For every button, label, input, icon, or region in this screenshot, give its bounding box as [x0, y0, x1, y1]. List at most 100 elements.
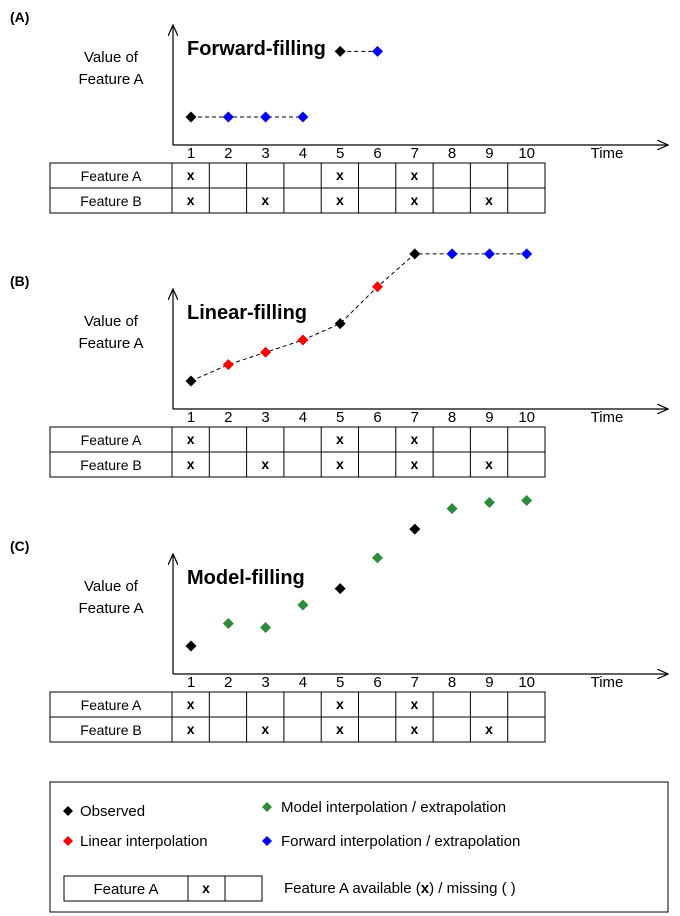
feature-row-label: Feature B [80, 722, 141, 738]
point-linear-t3 [260, 346, 272, 358]
availability-mark: x [187, 431, 195, 447]
point-model-t8 [446, 503, 458, 515]
point-observed-t1 [185, 111, 197, 123]
legend-sample-row [63, 875, 263, 902]
panel-title: Model-filling [187, 567, 305, 589]
panel-b: (B) Value of Feature A Linear-filling 1 2 3 4 5 6… [10, 248, 668, 478]
legend-box [49, 781, 669, 913]
panel-c: (C) Value of Feature A Model-filling 1 2 3 4 5 6 7… [10, 494, 668, 743]
availability-mark: x [187, 696, 195, 712]
availability-mark: x [261, 721, 269, 737]
time-tick: 6 [373, 145, 381, 162]
y-axis-label-line2: Feature A [78, 335, 143, 352]
time-tick: 4 [299, 145, 307, 162]
legend-model-label: Model interpolation / extrapolation [281, 799, 506, 816]
availability-mark: x [485, 721, 493, 737]
point-observed-t1 [185, 640, 197, 652]
point-model-t3 [260, 622, 272, 634]
time-tick: 2 [224, 674, 232, 691]
availability-mark: x [411, 456, 419, 472]
panel-letter: (C) [10, 538, 29, 554]
legend-observed-label: Observed [80, 803, 145, 820]
availability-mark: x [336, 431, 344, 447]
time-tick: 4 [299, 409, 307, 426]
availability-mark: x [411, 167, 419, 183]
time-axis-label: Time [591, 145, 624, 162]
legend-sample-label: Feature A [93, 881, 158, 898]
legend-linear-marker [63, 836, 73, 846]
legend-avail-prefix: Feature A available ( [284, 880, 421, 897]
point-forward-t3 [260, 111, 272, 123]
time-tick: 2 [224, 409, 232, 426]
time-tick: 9 [485, 409, 493, 426]
availability-mark: x [411, 192, 419, 208]
panel-letter: (A) [10, 9, 29, 25]
availability-mark: x [336, 192, 344, 208]
point-observed-t5 [334, 583, 346, 595]
point-model-t6 [372, 552, 383, 564]
time-tick: 2 [224, 145, 232, 162]
time-tick: 3 [261, 674, 269, 691]
time-tick: 6 [373, 674, 381, 691]
time-axis-label: Time [591, 409, 624, 426]
availability-mark: x [485, 192, 493, 208]
time-tick: 10 [518, 674, 535, 691]
availability-mark: x [187, 721, 195, 737]
time-tick: 8 [448, 409, 456, 426]
point-observed-t7 [409, 248, 421, 260]
point-observed-t7 [409, 523, 421, 535]
point-forward-t9 [483, 248, 495, 260]
legend-model-marker [262, 802, 272, 812]
time-tick: 1 [187, 145, 195, 162]
availability-mark: x [336, 696, 344, 712]
legend-linear-label: Linear interpolation [80, 833, 208, 850]
time-tick: 6 [373, 409, 381, 426]
panel-a: (A) Value of Feature A Forward-filling 1 2 3 4 5… [10, 9, 668, 214]
feature-row-label: Feature A [81, 432, 142, 448]
feature-row-label: Feature B [80, 457, 141, 473]
dashed-connector [190, 253, 527, 382]
point-linear-t6 [372, 281, 383, 293]
time-tick: 9 [485, 674, 493, 691]
availability-mark: x [336, 721, 344, 737]
point-forward-t2 [222, 111, 234, 123]
feature-row-label: Feature A [81, 697, 142, 713]
legend-observed-marker [63, 806, 73, 816]
y-axis-label-line2: Feature A [78, 600, 143, 617]
time-tick: 7 [411, 409, 419, 426]
time-tick: 3 [261, 145, 269, 162]
availability-mark: x [336, 456, 344, 472]
legend-forward-marker [262, 836, 272, 846]
panel-title: Linear-filling [187, 302, 307, 324]
availability-mark: x [336, 167, 344, 183]
legend-avail-x: x [421, 880, 430, 897]
availability-mark: x [187, 167, 195, 183]
legend-availability-note: Feature A available (x) / missing ( ) [284, 880, 516, 897]
availability-mark: x [411, 431, 419, 447]
legend-avail-suffix: ) / missing ( ) [429, 880, 516, 897]
point-model-t9 [483, 497, 495, 508]
point-forward-t8 [446, 248, 458, 260]
point-linear-t2 [222, 359, 234, 371]
feature-row-label: Feature B [80, 193, 141, 209]
time-tick: 4 [299, 674, 307, 691]
time-tick: 8 [448, 674, 456, 691]
availability-mark: x [187, 192, 195, 208]
time-tick: 10 [518, 145, 535, 162]
time-tick: 7 [411, 674, 419, 691]
time-tick: 1 [187, 674, 195, 691]
time-tick: 5 [336, 409, 344, 426]
point-forward-t4 [297, 111, 309, 123]
legend-sample-mark: x [202, 880, 210, 896]
availability-mark: x [485, 456, 493, 472]
legend-forward-label: Forward interpolation / extrapolation [281, 833, 520, 850]
feature-row-label: Feature A [81, 168, 142, 184]
y-axis-label-line1: Value of [84, 49, 139, 66]
point-observed-t1 [185, 375, 197, 387]
point-forward-t10 [521, 248, 533, 260]
y-axis-label-line1: Value of [84, 313, 139, 330]
panel-title: Forward-filling [187, 38, 326, 60]
y-axis-label-line1: Value of [84, 578, 139, 595]
point-observed-t5 [334, 318, 346, 330]
